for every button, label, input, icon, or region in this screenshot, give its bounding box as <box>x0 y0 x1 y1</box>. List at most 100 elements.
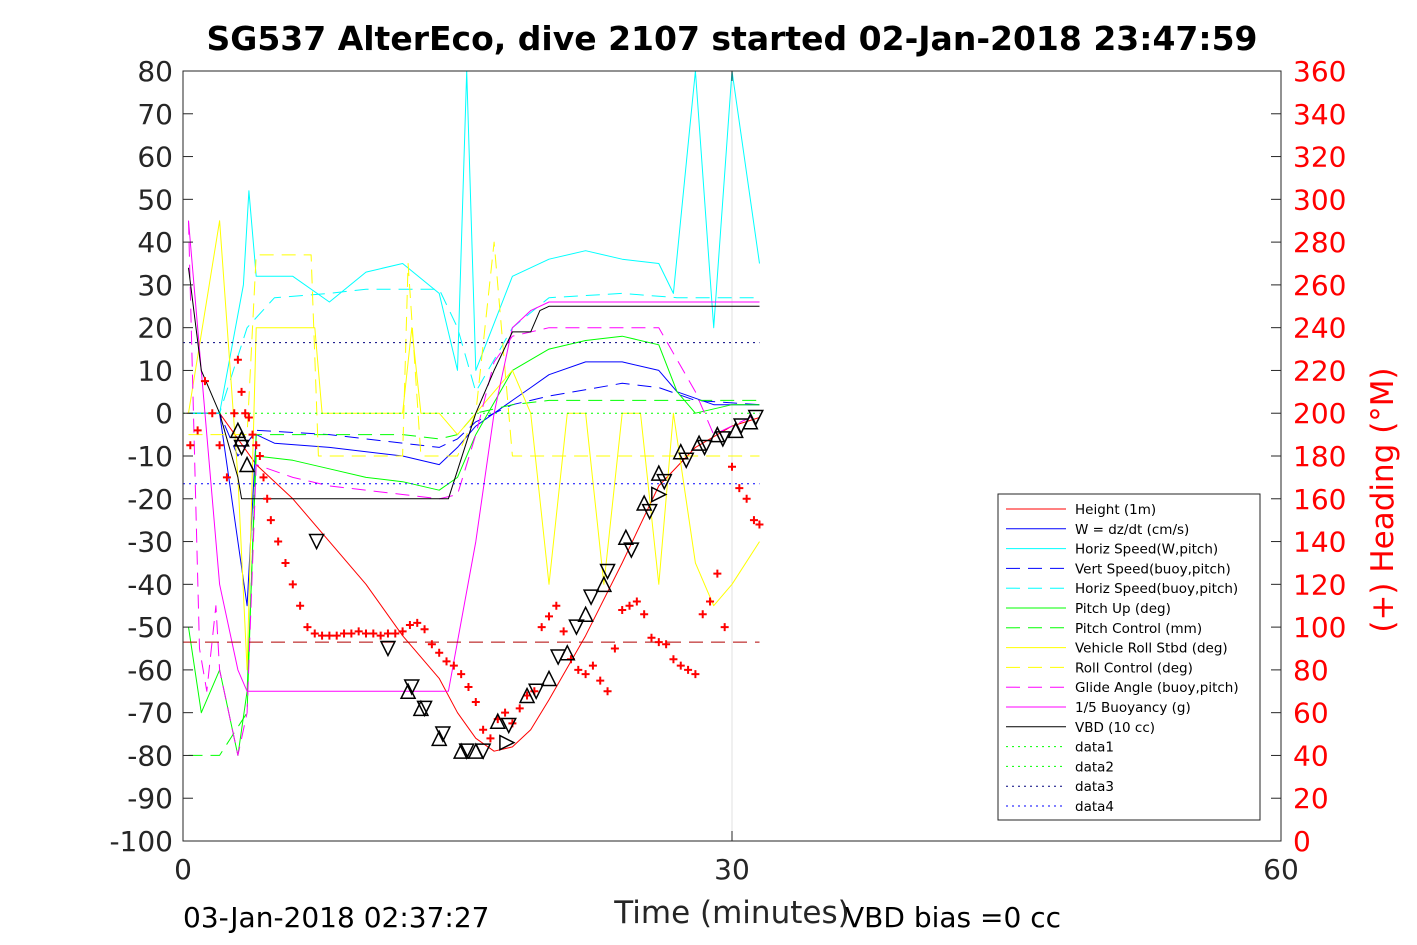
legend-label: 1/5 Buoyancy (g) <box>1075 700 1191 716</box>
legend-label: Glide Angle (buoy,pitch) <box>1075 680 1239 696</box>
down-triangle-marker <box>416 700 433 718</box>
heading-point <box>241 409 250 418</box>
right-tick-label: 280 <box>1293 226 1346 259</box>
y-tick-label: 20 <box>137 312 173 345</box>
heading-point <box>720 623 729 632</box>
up-triangle-marker <box>709 425 726 443</box>
legend-label: Horiz Speed(buoy,pitch) <box>1075 581 1238 597</box>
heading-point <box>208 409 217 418</box>
heading-point <box>255 452 264 460</box>
y-tick-label: -70 <box>127 697 173 730</box>
heading-point <box>486 734 495 743</box>
right-tick-label: 300 <box>1293 183 1346 216</box>
series-line-8 <box>188 241 760 457</box>
heading-point <box>464 683 473 691</box>
legend-label: Vert Speed(buoy,pitch) <box>1075 561 1231 577</box>
heading-point <box>684 665 693 674</box>
y-tick-label: -100 <box>109 825 173 858</box>
heading-point <box>252 441 261 450</box>
x-tick-label: 0 <box>174 853 192 886</box>
heading-point <box>596 676 605 685</box>
heading-point <box>610 644 619 653</box>
heading-point <box>263 494 272 503</box>
down-triangle-marker <box>458 743 475 760</box>
right-triangle-marker <box>499 734 516 751</box>
heading-point <box>625 601 634 610</box>
heading-point <box>471 697 480 706</box>
y-tick-label: -60 <box>127 654 173 687</box>
heading-point <box>222 473 231 482</box>
legend-label: Height (1m) <box>1075 502 1156 518</box>
up-triangle-marker <box>238 455 256 473</box>
up-triangle-marker <box>650 464 668 481</box>
heading-point <box>501 708 510 717</box>
down-triangle-marker <box>233 439 250 457</box>
up-triangle-marker <box>518 686 536 704</box>
heading-point <box>427 640 436 649</box>
chart-title: SG537 AlterEco, dive 2107 started 02-Jan… <box>206 19 1257 58</box>
up-triangle-marker <box>635 494 653 511</box>
right-tick-label: 100 <box>1293 611 1346 644</box>
y-tick-label: -40 <box>127 568 173 601</box>
legend-label: Pitch Control (mm) <box>1075 621 1202 637</box>
up-triangle-marker <box>540 669 558 687</box>
heading-point <box>559 627 568 636</box>
heading-point <box>325 631 334 640</box>
up-triangle-marker <box>617 528 635 546</box>
heading-point <box>303 623 312 632</box>
heading-point <box>588 661 597 670</box>
right-tick-label: 360 <box>1293 55 1346 88</box>
down-triangle-marker <box>641 503 658 521</box>
heading-point <box>215 441 224 450</box>
legend-label: data3 <box>1075 779 1114 795</box>
heading-point <box>706 597 715 606</box>
right-tick-label: 20 <box>1293 782 1329 815</box>
heading-point <box>755 520 764 529</box>
heading-point <box>691 670 700 679</box>
heading-point <box>749 516 758 525</box>
right-tick-label: 340 <box>1293 98 1346 131</box>
heading-point <box>230 409 239 418</box>
up-triangle-marker <box>595 575 613 593</box>
up-triangle-marker <box>430 729 448 747</box>
up-triangle-marker <box>412 699 430 717</box>
right-tick-label: 140 <box>1293 526 1346 559</box>
heading-point <box>581 670 590 679</box>
heading-point <box>376 631 385 640</box>
series-line-6 <box>188 399 760 756</box>
right-tick-label: 320 <box>1293 141 1346 174</box>
up-triangle-marker <box>690 434 708 451</box>
right-tick-label: 160 <box>1293 483 1346 516</box>
y-tick-label: 0 <box>155 397 173 430</box>
up-triangle-marker <box>672 443 689 460</box>
right-tick-label: 200 <box>1293 397 1346 430</box>
down-triangle-marker <box>308 533 325 551</box>
heading-point <box>552 601 561 610</box>
right-tick-label: 0 <box>1293 825 1311 858</box>
down-triangle-marker <box>379 640 397 658</box>
down-triangle-marker <box>656 473 673 491</box>
legend-label: Vehicle Roll Stbd (deg) <box>1075 641 1228 657</box>
up-triangle-marker <box>233 430 250 447</box>
right-tick-label: 120 <box>1293 568 1346 601</box>
heading-point <box>574 665 583 674</box>
up-triangle-marker <box>727 421 744 439</box>
heading-point <box>662 640 671 649</box>
right-tick-label: 260 <box>1293 269 1346 302</box>
heading-point <box>413 618 422 627</box>
y-tick-label: 40 <box>137 226 173 259</box>
legend-label: Horiz Speed(W,pitch) <box>1075 542 1218 558</box>
right-triangle-marker <box>651 486 668 503</box>
up-triangle-marker <box>489 712 506 729</box>
heading-point <box>618 606 627 614</box>
x-tick-label: 30 <box>714 853 750 886</box>
heading-point <box>296 601 305 610</box>
legend-label: data2 <box>1075 759 1114 775</box>
heading-point <box>479 725 488 734</box>
heading-point <box>713 569 722 578</box>
heading-point <box>266 516 275 525</box>
heading-point <box>728 462 736 471</box>
heading-point <box>515 704 524 713</box>
heading-point <box>420 625 429 634</box>
heading-point <box>274 537 283 546</box>
